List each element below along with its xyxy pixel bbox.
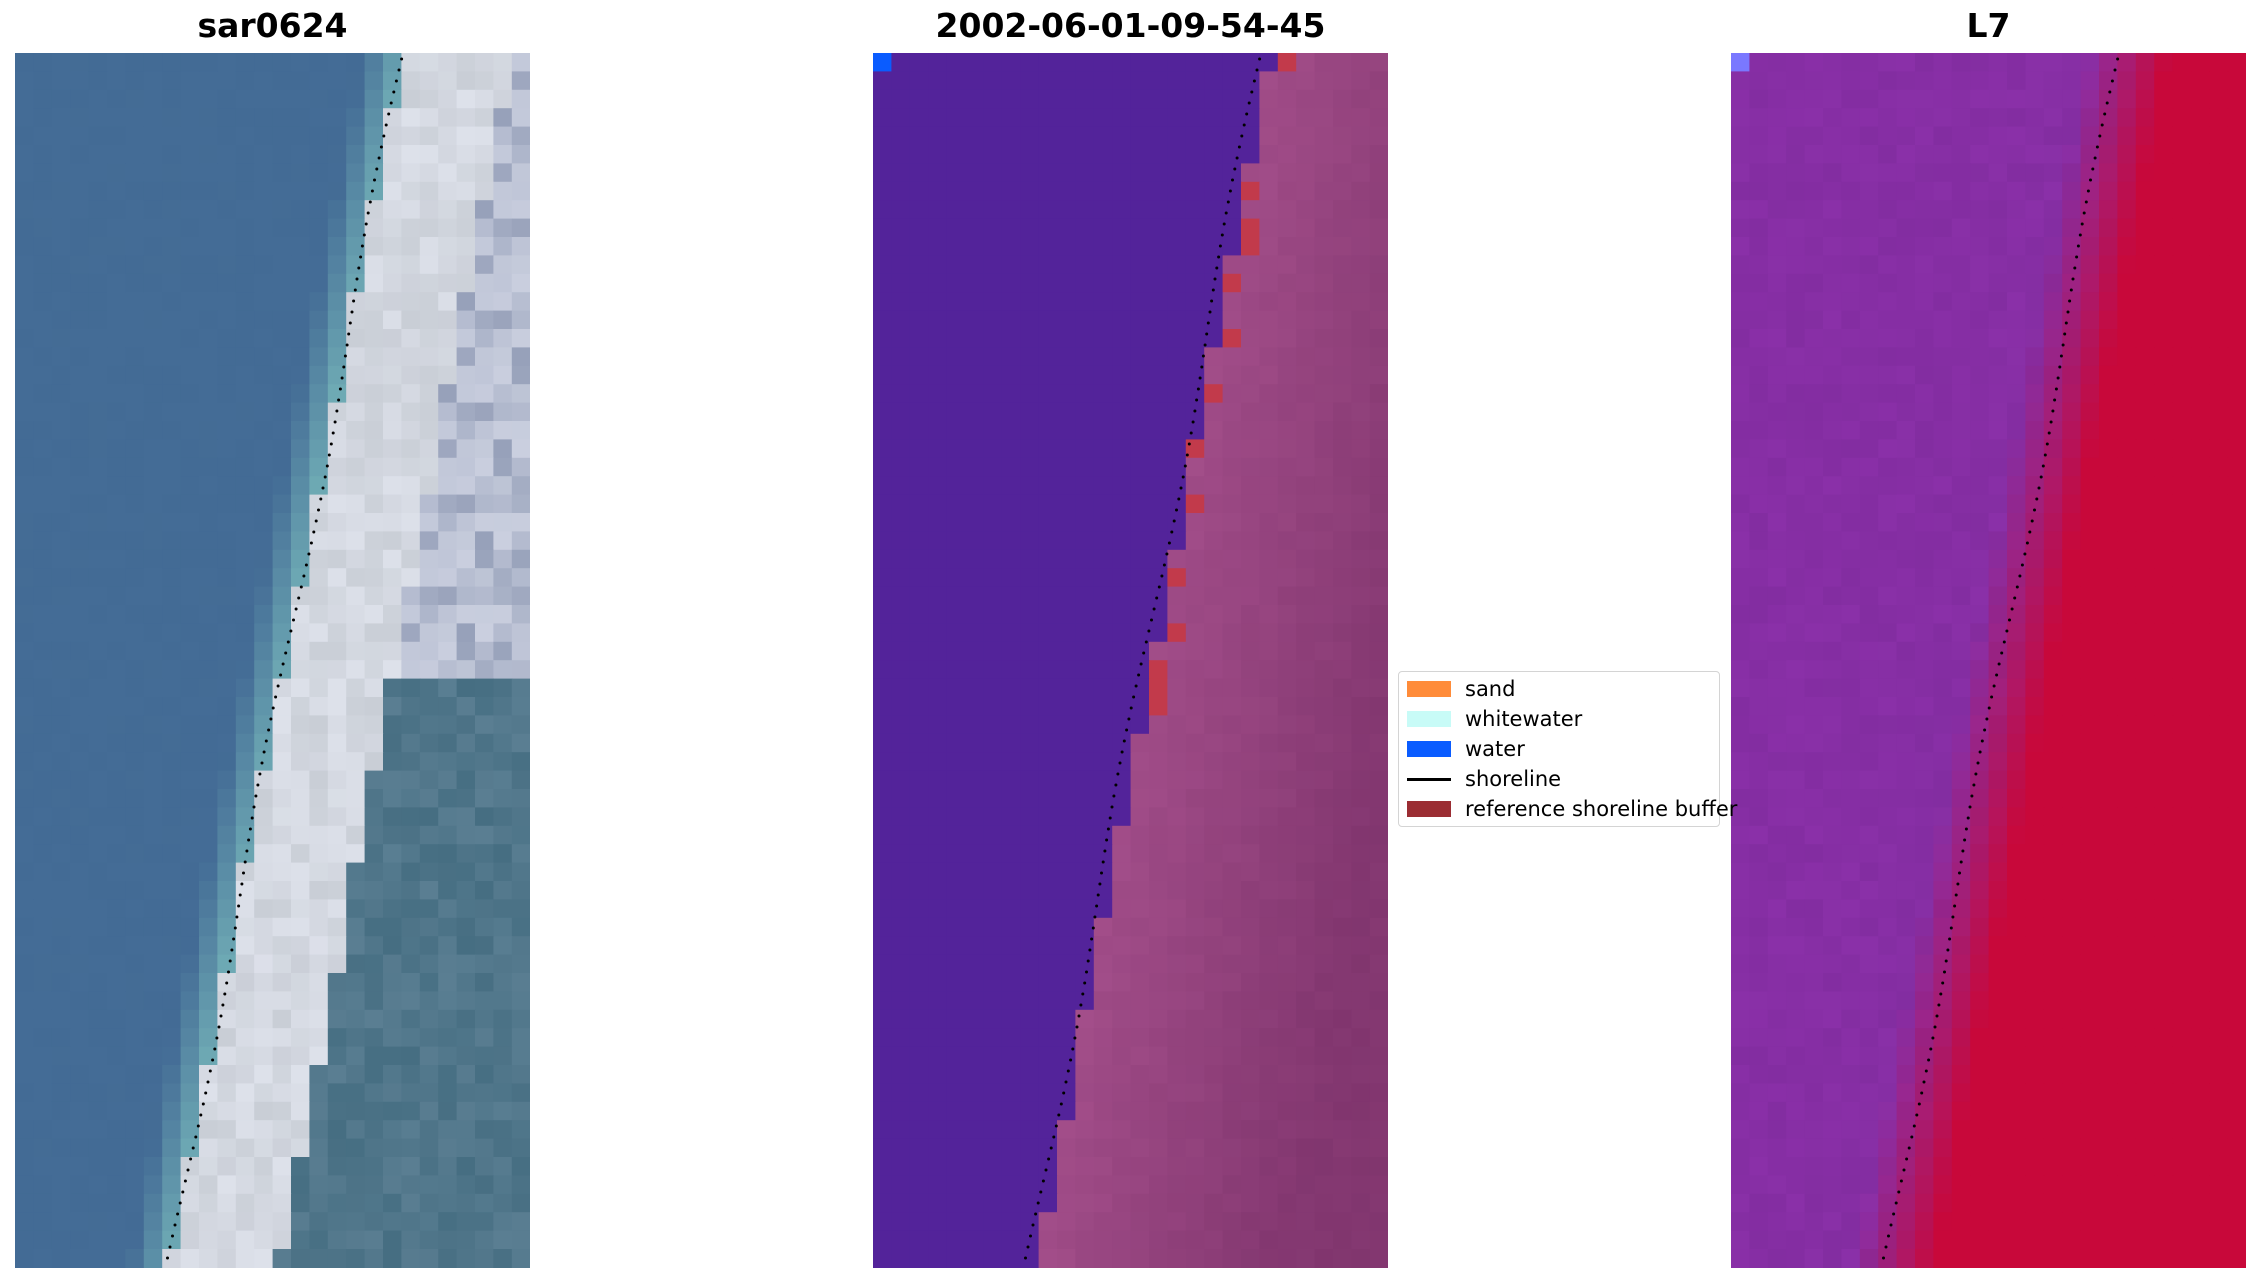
classified-shoreline — [1024, 57, 1262, 1260]
legend-label-water: water — [1465, 737, 1525, 761]
rgb-pixels — [15, 53, 530, 1268]
rgb-satellite-image — [15, 53, 530, 1268]
index-shoreline — [1882, 57, 2120, 1260]
classified-image-panel — [873, 53, 1388, 1268]
legend-item-shoreline: shoreline — [1407, 765, 1561, 793]
legend-label-sand: sand — [1465, 677, 1516, 701]
legend-item-sand: sand — [1407, 675, 1515, 703]
rgb-shoreline — [166, 57, 404, 1260]
classified-image — [873, 53, 1388, 1268]
legend-label-whitewater: whitewater — [1465, 707, 1583, 731]
index-pixels — [1731, 53, 2246, 1268]
index-image-panel — [1731, 53, 2246, 1268]
water-index-image — [1731, 53, 2246, 1268]
legend-item-whitewater: whitewater — [1407, 705, 1582, 733]
legend-item-water: water — [1407, 735, 1525, 763]
panel-title-rgb: sar0624 — [197, 6, 348, 45]
buffer-swatch — [1407, 801, 1451, 817]
sand-swatch — [1407, 681, 1451, 697]
water-swatch — [1407, 741, 1451, 757]
shoreline-line-swatch — [1407, 777, 1451, 781]
legend-item-buffer: reference shoreline buffer — [1407, 795, 1737, 823]
classification-legend: sand whitewater water shoreline referenc… — [1398, 671, 1737, 827]
rgb-image-panel — [15, 53, 530, 1268]
whitewater-swatch — [1407, 711, 1451, 727]
panel-title-classified: 2002-06-01-09-54-45 — [935, 6, 1326, 45]
panel-title-index: L7 — [1966, 6, 2011, 45]
legend-label-shoreline: shoreline — [1465, 767, 1562, 791]
legend-label-buffer: reference shoreline buffer — [1465, 797, 1738, 821]
classified-pixels — [873, 53, 1388, 1268]
